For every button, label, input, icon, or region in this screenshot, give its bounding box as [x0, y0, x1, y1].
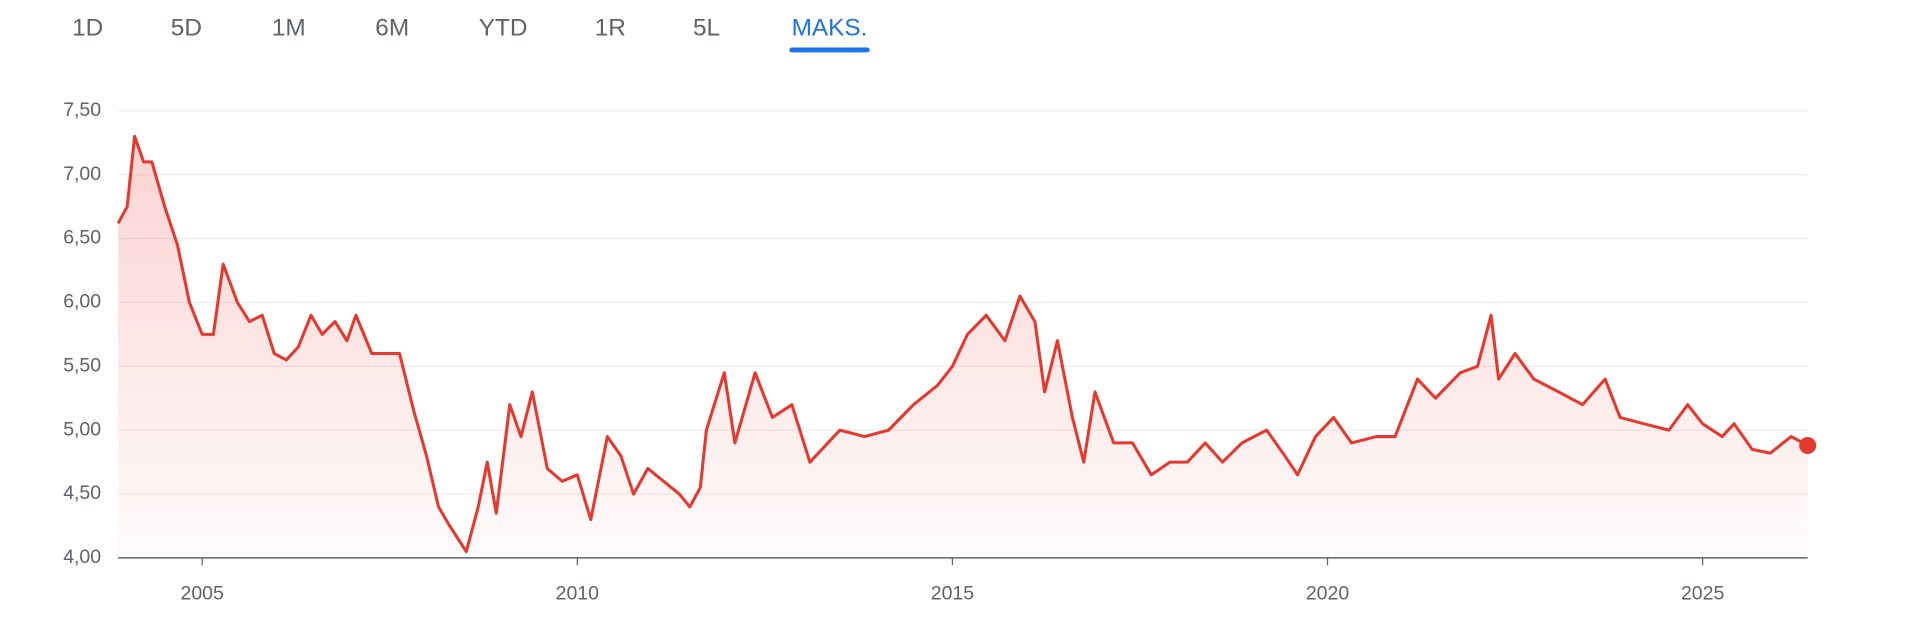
x-tick-label: 2010 [556, 583, 599, 605]
range-tab[interactable]: 1R [595, 15, 626, 42]
y-tick-label: 5,50 [63, 354, 101, 376]
range-tab[interactable]: 1D [72, 15, 103, 42]
range-tab[interactable]: 5L [693, 15, 720, 42]
y-tick-label: 6,50 [63, 227, 101, 249]
y-tick-label: 6,00 [63, 291, 101, 313]
x-tick-label: 2005 [181, 583, 224, 605]
x-tick-label: 2020 [1306, 583, 1349, 605]
range-tab[interactable]: YTD [479, 15, 528, 42]
y-tick-label: 7,00 [63, 163, 101, 185]
y-tick-label: 4,00 [63, 546, 101, 568]
x-tick-label: 2015 [931, 583, 974, 605]
y-tick-label: 7,50 [63, 99, 101, 121]
x-tick-label: 2025 [1681, 583, 1724, 605]
range-tab[interactable]: 1M [272, 15, 306, 42]
active-tab-underline [789, 47, 870, 53]
range-tab[interactable]: MAKS. [792, 15, 868, 42]
range-tab[interactable]: 5D [171, 15, 202, 42]
y-tick-label: 5,00 [63, 418, 101, 440]
last-point [1799, 436, 1817, 455]
range-tab[interactable]: 6M [375, 15, 409, 42]
y-tick-label: 4,50 [63, 482, 101, 504]
price-line [116, 134, 1809, 554]
